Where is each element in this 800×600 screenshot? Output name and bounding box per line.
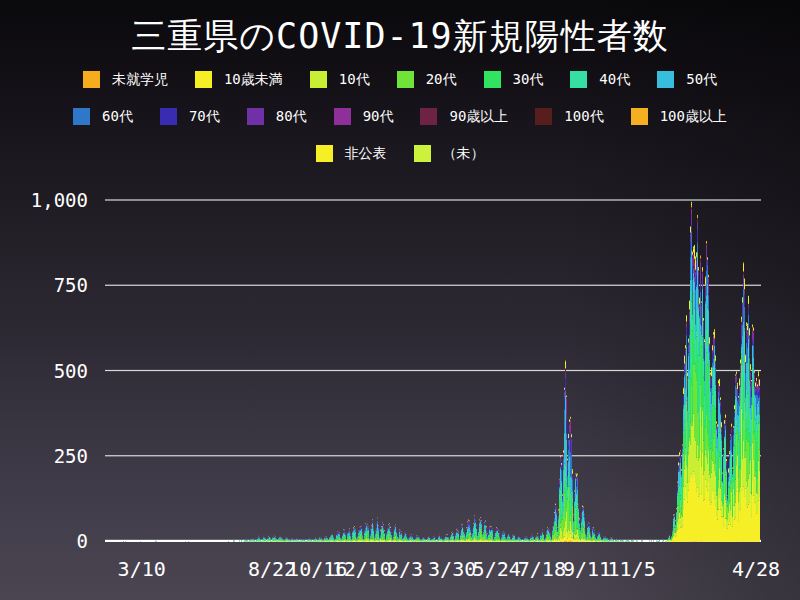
legend-swatch <box>397 71 414 88</box>
chart-legend: 未就学児 10歳未満 10代 20代 30代 40代 50代 60代 70代 80代 90代 90歳以… <box>0 71 800 182</box>
legend-item: 60代 <box>73 108 133 125</box>
legend-label: 20代 <box>426 71 457 88</box>
y-tick-label: 500 <box>0 361 88 381</box>
legend-row-1: 未就学児 10歳未満 10代 20代 30代 40代 50代 <box>0 71 800 88</box>
legend-item: 非公表 <box>316 145 387 162</box>
legend-label: 80代 <box>276 108 307 125</box>
x-tick-label: 11/5 <box>608 557 656 581</box>
legend-item: （未） <box>414 145 485 162</box>
legend-row-2: 60代 70代 80代 90代 90歳以上 100代 100歳以上 <box>0 108 800 125</box>
legend-row-3: 非公表 （未） <box>0 145 800 162</box>
x-tick-label: 4/28 <box>732 557 780 581</box>
legend-item: 10歳未満 <box>195 71 283 88</box>
legend-swatch <box>73 108 90 125</box>
chart-canvas <box>105 199 761 545</box>
legend-label: 10歳未満 <box>224 71 283 88</box>
x-tick-label: 2/3 <box>387 557 423 581</box>
x-tick-label: 7/18 <box>518 557 566 581</box>
legend-swatch <box>420 108 437 125</box>
legend-item: 50代 <box>657 71 717 88</box>
legend-swatch <box>657 71 674 88</box>
legend-item: 70代 <box>160 108 220 125</box>
legend-swatch <box>535 108 552 125</box>
x-tick-label: 12/10 <box>332 557 392 581</box>
y-tick-label: 750 <box>0 275 88 295</box>
legend-swatch <box>83 71 100 88</box>
legend-label: （未） <box>443 145 485 162</box>
y-tick-label: 0 <box>0 531 88 551</box>
legend-swatch <box>334 108 351 125</box>
legend-label: 10代 <box>339 71 370 88</box>
legend-label: 90代 <box>363 108 394 125</box>
legend-swatch <box>414 145 431 162</box>
legend-swatch <box>310 71 327 88</box>
legend-label: 未就学児 <box>112 71 168 88</box>
legend-swatch <box>160 108 177 125</box>
x-tick-label: 9/11 <box>563 557 611 581</box>
x-tick-label: 3/30 <box>428 557 476 581</box>
legend-label: 60代 <box>102 108 133 125</box>
x-tick-label: 3/10 <box>118 557 166 581</box>
legend-item: 40代 <box>570 71 630 88</box>
legend-item: 100歳以上 <box>631 108 727 125</box>
legend-swatch <box>316 145 333 162</box>
legend-item: 10代 <box>310 71 370 88</box>
legend-label: 非公表 <box>345 145 387 162</box>
legend-swatch <box>631 108 648 125</box>
legend-label: 100代 <box>564 108 603 125</box>
legend-item: 80代 <box>247 108 307 125</box>
legend-item: 90代 <box>334 108 394 125</box>
legend-label: 70代 <box>189 108 220 125</box>
legend-item: 未就学児 <box>83 71 168 88</box>
y-tick-label: 1,000 <box>0 190 88 210</box>
legend-label: 40代 <box>599 71 630 88</box>
y-tick-label: 250 <box>0 446 88 466</box>
legend-item: 20代 <box>397 71 457 88</box>
legend-label: 30代 <box>513 71 544 88</box>
legend-item: 30代 <box>484 71 544 88</box>
legend-label: 100歳以上 <box>660 108 727 125</box>
chart-title: 三重県のCOVID-19新規陽性者数 <box>0 13 800 60</box>
covid-chart-page: 三重県のCOVID-19新規陽性者数 未就学児 10歳未満 10代 20代 30代 40代… <box>0 0 800 600</box>
x-tick-label: 5/24 <box>473 557 521 581</box>
legend-item: 90歳以上 <box>420 108 508 125</box>
legend-swatch <box>247 108 264 125</box>
legend-label: 90歳以上 <box>449 108 508 125</box>
legend-swatch <box>570 71 587 88</box>
legend-item: 100代 <box>535 108 603 125</box>
legend-label: 50代 <box>686 71 717 88</box>
legend-swatch <box>484 71 501 88</box>
legend-swatch <box>195 71 212 88</box>
